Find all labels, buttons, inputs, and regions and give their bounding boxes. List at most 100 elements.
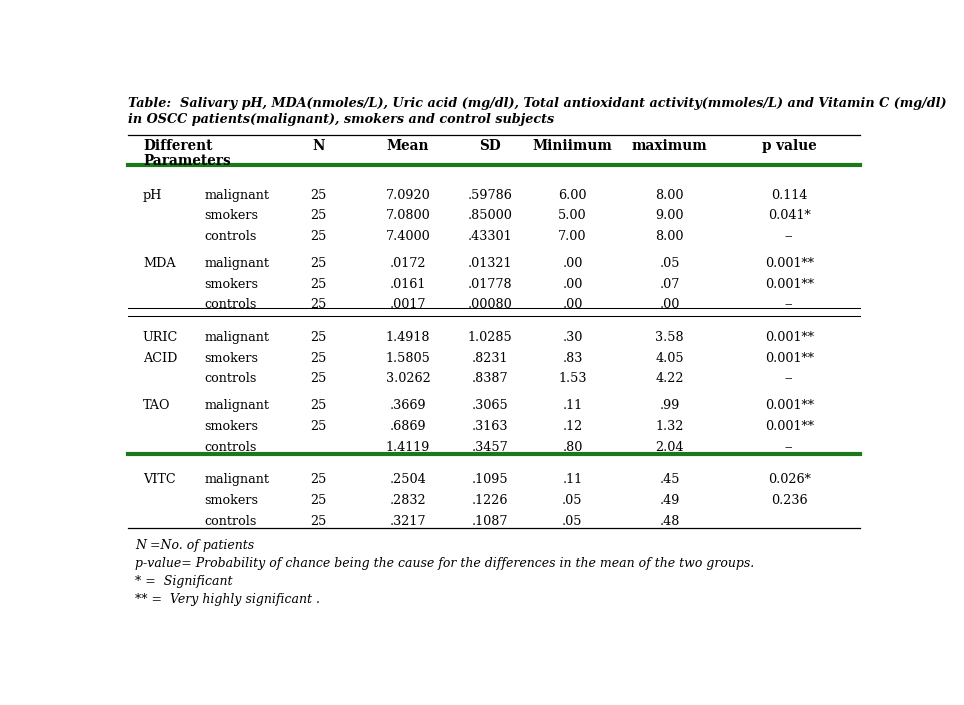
- Text: malignant: malignant: [204, 189, 269, 202]
- Text: .05: .05: [562, 494, 583, 507]
- Text: 1.4918: 1.4918: [386, 331, 430, 344]
- Text: --: --: [785, 441, 793, 454]
- Text: --: --: [785, 230, 793, 243]
- Text: controls: controls: [204, 441, 256, 454]
- Text: pH: pH: [143, 189, 162, 202]
- Text: smokers: smokers: [204, 352, 258, 364]
- Text: .8387: .8387: [472, 372, 509, 386]
- Text: N =No. of patients: N =No. of patients: [135, 539, 254, 552]
- Text: .2832: .2832: [389, 494, 426, 507]
- Text: p value: p value: [762, 139, 817, 153]
- Text: 8.00: 8.00: [656, 189, 683, 202]
- Text: .3457: .3457: [472, 441, 509, 454]
- Text: 25: 25: [310, 209, 327, 223]
- Text: 25: 25: [310, 494, 327, 507]
- Text: smokers: smokers: [204, 209, 258, 223]
- Text: .49: .49: [659, 494, 680, 507]
- Text: 25: 25: [310, 352, 327, 364]
- Text: 1.53: 1.53: [558, 372, 587, 386]
- Text: 4.05: 4.05: [656, 352, 683, 364]
- Text: 7.00: 7.00: [558, 230, 587, 243]
- Text: 1.32: 1.32: [656, 420, 683, 433]
- Text: 7.4000: 7.4000: [386, 230, 431, 243]
- Text: .59786: .59786: [468, 189, 513, 202]
- Text: 25: 25: [310, 473, 327, 486]
- Text: 5.00: 5.00: [558, 209, 587, 223]
- Text: .6869: .6869: [389, 420, 426, 433]
- Text: 25: 25: [310, 420, 327, 433]
- Text: 0.001**: 0.001**: [764, 278, 814, 291]
- Text: malignant: malignant: [204, 400, 269, 412]
- Text: 0.041*: 0.041*: [767, 209, 811, 223]
- Text: .83: .83: [562, 352, 582, 364]
- Text: smokers: smokers: [204, 494, 258, 507]
- Text: Parameters: Parameters: [143, 154, 230, 168]
- Text: ** =  Very highly significant .: ** = Very highly significant .: [135, 592, 320, 606]
- Text: .01321: .01321: [469, 257, 513, 270]
- Text: .48: .48: [659, 515, 680, 527]
- Text: 25: 25: [310, 331, 327, 344]
- Text: .05: .05: [562, 515, 583, 527]
- Text: .11: .11: [562, 473, 582, 486]
- Text: 0.236: 0.236: [771, 494, 808, 507]
- Text: malignant: malignant: [204, 257, 269, 270]
- Text: 1.4119: 1.4119: [386, 441, 430, 454]
- Text: .0172: .0172: [389, 257, 426, 270]
- Text: .85000: .85000: [468, 209, 513, 223]
- Text: Table:  Salivary pH, MDA(nmoles/L), Uric acid (mg/dl), Total antioxidant activit: Table: Salivary pH, MDA(nmoles/L), Uric …: [128, 97, 947, 109]
- Text: controls: controls: [204, 230, 256, 243]
- Text: * =  Significant: * = Significant: [135, 575, 233, 588]
- Text: 1.0285: 1.0285: [468, 331, 513, 344]
- Text: p-value= Probability of chance being the cause for the differences in the mean o: p-value= Probability of chance being the…: [135, 557, 755, 570]
- Text: .12: .12: [562, 420, 582, 433]
- Text: .05: .05: [659, 257, 680, 270]
- Text: 25: 25: [310, 298, 327, 312]
- Text: controls: controls: [204, 515, 256, 527]
- Text: .99: .99: [659, 400, 680, 412]
- Text: .30: .30: [562, 331, 582, 344]
- Text: .0017: .0017: [389, 298, 426, 312]
- Text: smokers: smokers: [204, 420, 258, 433]
- Text: --: --: [785, 372, 793, 386]
- Text: .0161: .0161: [390, 278, 426, 291]
- Text: .8231: .8231: [472, 352, 509, 364]
- Text: 3.58: 3.58: [656, 331, 683, 344]
- Text: 25: 25: [310, 372, 327, 386]
- Text: .3065: .3065: [472, 400, 509, 412]
- Text: .43301: .43301: [468, 230, 513, 243]
- Text: URIC: URIC: [143, 331, 178, 344]
- Text: .1226: .1226: [472, 494, 509, 507]
- Text: Miniimum: Miniimum: [532, 139, 612, 153]
- Text: 0.001**: 0.001**: [764, 420, 814, 433]
- Text: 7.0920: 7.0920: [386, 189, 431, 202]
- Text: MDA: MDA: [143, 257, 175, 270]
- Text: 25: 25: [310, 230, 327, 243]
- Text: .00: .00: [562, 257, 582, 270]
- Text: Different: Different: [143, 139, 212, 153]
- Text: .3163: .3163: [472, 420, 509, 433]
- Text: .3217: .3217: [389, 515, 426, 527]
- Text: .00: .00: [562, 278, 582, 291]
- Text: 7.0800: 7.0800: [386, 209, 431, 223]
- Text: 0.001**: 0.001**: [764, 257, 814, 270]
- Text: 25: 25: [310, 189, 327, 202]
- Text: 4.22: 4.22: [656, 372, 683, 386]
- Text: SD: SD: [479, 139, 501, 153]
- Text: 1.5805: 1.5805: [386, 352, 431, 364]
- Text: .00: .00: [562, 298, 582, 312]
- Text: .45: .45: [659, 473, 680, 486]
- Text: .2504: .2504: [389, 473, 426, 486]
- Text: 25: 25: [310, 515, 327, 527]
- Text: 0.001**: 0.001**: [764, 352, 814, 364]
- Text: .1087: .1087: [472, 515, 509, 527]
- Text: 0.001**: 0.001**: [764, 400, 814, 412]
- Text: ACID: ACID: [143, 352, 177, 364]
- Text: .07: .07: [659, 278, 680, 291]
- Text: 25: 25: [310, 400, 327, 412]
- Text: N: N: [312, 139, 325, 153]
- Text: in OSCC patients(malignant), smokers and control subjects: in OSCC patients(malignant), smokers and…: [128, 113, 554, 125]
- Text: .1095: .1095: [472, 473, 509, 486]
- Text: 0.114: 0.114: [771, 189, 807, 202]
- Text: .00: .00: [659, 298, 680, 312]
- Text: TAO: TAO: [143, 400, 171, 412]
